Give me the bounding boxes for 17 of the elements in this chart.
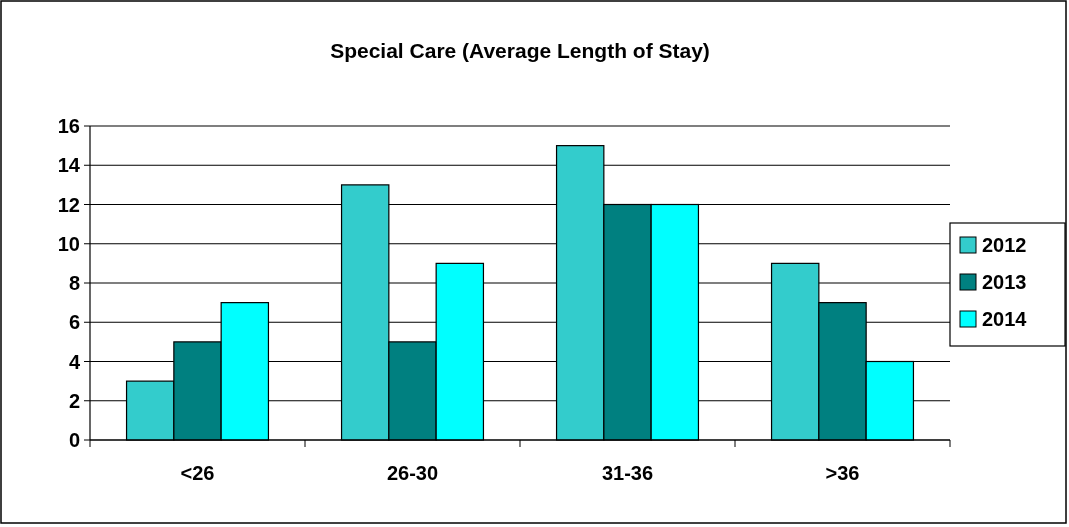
x-tick-label: >36	[825, 462, 860, 484]
legend-label: 2013	[982, 271, 1027, 293]
x-tick-label: 31-36	[601, 462, 654, 484]
y-tick-label: 4	[68, 350, 81, 373]
y-tick-label: 16	[57, 115, 80, 137]
y-tick-label: 2	[68, 389, 80, 412]
x-tick-label: <26	[180, 462, 215, 484]
y-tick-label: 10	[57, 232, 80, 255]
y-tick-label: 6	[68, 311, 80, 334]
legend-label: 2012	[982, 234, 1027, 256]
y-tick-label: 8	[68, 272, 80, 294]
x-tick-label: 26-30	[386, 462, 439, 484]
y-tick-label: 12	[57, 193, 80, 216]
legend-label: 2014	[982, 308, 1028, 330]
y-tick-label: 14	[57, 154, 81, 177]
y-tick-label: 0	[68, 429, 80, 451]
chart-title: Special Care (Average Length of Stay)	[330, 39, 710, 62]
